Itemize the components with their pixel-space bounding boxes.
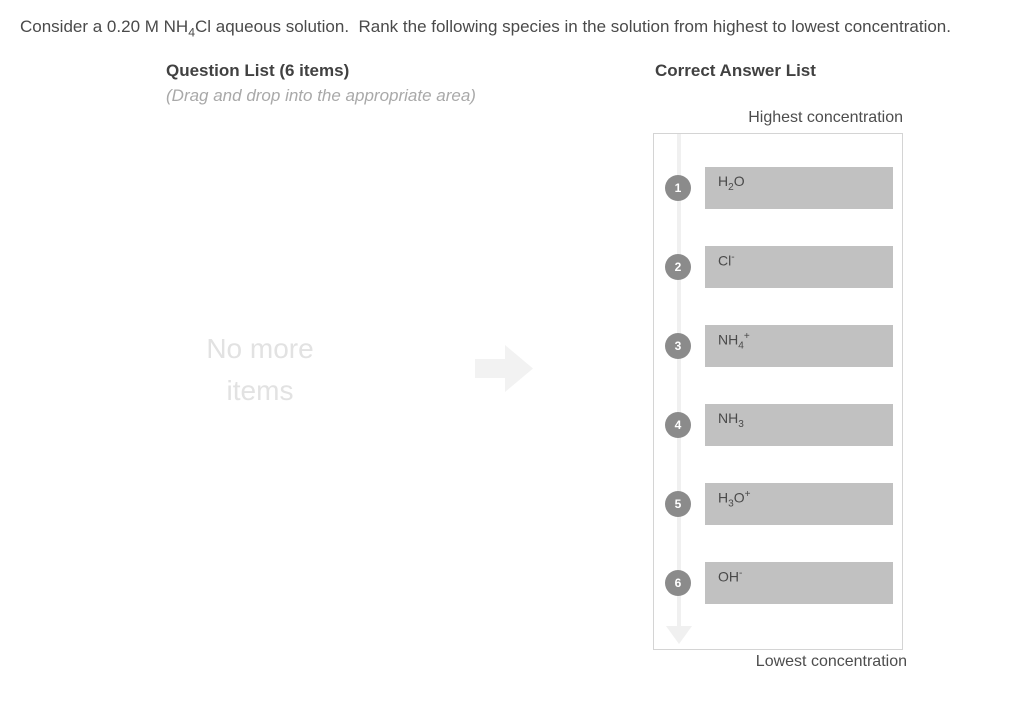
answer-row-1: 1 H2O — [665, 167, 902, 209]
rank-badge-2: 2 — [665, 254, 691, 280]
highest-concentration-label: Highest concentration — [748, 109, 903, 126]
answer-drop-area: 1 H2O 2 Cl- 3 NH4+ 4 NH3 5 H3O+ 6 OH- — [653, 133, 903, 650]
lowest-concentration-label: Lowest concentration — [755, 653, 907, 670]
question-prompt: Consider a 0.20 M NH4Cl aqueous solution… — [20, 17, 951, 40]
answer-slot-1[interactable]: H2O — [705, 167, 893, 209]
answer-slot-4[interactable]: NH3 — [705, 404, 893, 446]
answer-rows: 1 H2O 2 Cl- 3 NH4+ 4 NH3 5 H3O+ 6 OH- — [654, 134, 902, 604]
answer-row-2: 2 Cl- — [665, 246, 902, 288]
answer-row-3: 3 NH4+ — [665, 325, 902, 367]
answer-row-4: 4 NH3 — [665, 404, 902, 446]
rank-badge-5: 5 — [665, 491, 691, 517]
question-list-heading: Question List (6 items) — [166, 61, 350, 80]
transfer-right-arrow-icon — [475, 345, 533, 392]
rank-badge-4: 4 — [665, 412, 691, 438]
rank-timeline — [677, 134, 681, 626]
answer-slot-6[interactable]: OH- — [705, 562, 893, 604]
answer-slot-2[interactable]: Cl- — [705, 246, 893, 288]
question-list-hint: (Drag and drop into the appropriate area… — [166, 86, 476, 105]
answer-slot-3[interactable]: NH4+ — [705, 325, 893, 367]
answer-slot-5[interactable]: H3O+ — [705, 483, 893, 525]
answer-row-6: 6 OH- — [665, 562, 902, 604]
question-list-empty-text: No more items — [206, 333, 314, 406]
answer-row-5: 5 H3O+ — [665, 483, 902, 525]
answer-list-heading: Correct Answer List — [655, 61, 816, 80]
rank-badge-3: 3 — [665, 333, 691, 359]
rank-badge-1: 1 — [665, 175, 691, 201]
rank-badge-6: 6 — [665, 570, 691, 596]
down-arrow-icon — [666, 626, 692, 644]
